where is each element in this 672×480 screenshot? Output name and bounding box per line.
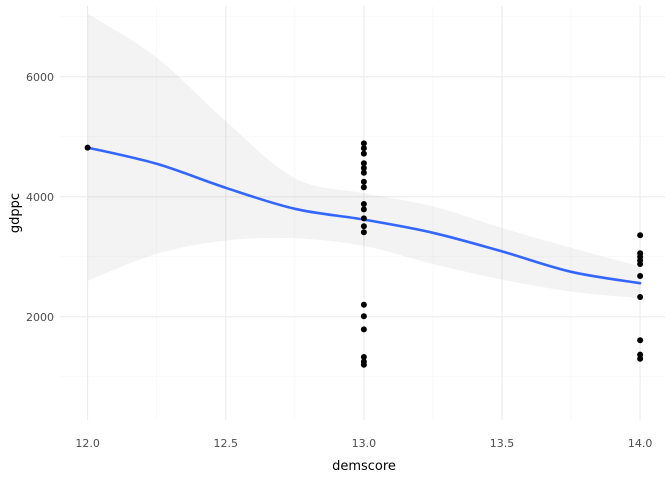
data-point [360, 201, 367, 207]
x-tick-label: 12.0 [75, 437, 100, 450]
data-point [637, 355, 644, 362]
data-point [637, 273, 644, 279]
data-point [84, 144, 91, 151]
data-point [360, 169, 367, 176]
y-axis-title: gdppc [8, 193, 23, 233]
data-point [637, 261, 644, 267]
data-point [360, 354, 367, 360]
data-point [360, 206, 367, 213]
data-point [360, 215, 367, 222]
data-point [360, 223, 367, 230]
data-point [360, 313, 367, 320]
data-point [360, 229, 367, 236]
data-point [637, 351, 644, 358]
data-points [84, 140, 644, 368]
data-point [637, 294, 644, 300]
y-axis-tick-labels: 2000 4000 6000 [26, 71, 54, 324]
data-point [360, 165, 367, 171]
x-tick-label: 14.0 [628, 437, 653, 450]
x-tick-label: 13.5 [490, 437, 515, 450]
data-point [360, 184, 367, 191]
y-tick-label: 4000 [26, 191, 54, 204]
x-axis-title: demscore [332, 459, 396, 474]
data-point [360, 326, 367, 333]
y-tick-label: 2000 [26, 311, 54, 324]
x-axis-tick-labels: 12.0 12.5 13.0 13.5 14.0 [75, 437, 652, 450]
x-tick-label: 12.5 [214, 437, 239, 450]
confidence-ribbon [87, 13, 641, 299]
data-point [360, 301, 367, 308]
data-point [360, 145, 367, 152]
x-tick-label: 13.0 [352, 437, 377, 450]
minor-gridlines [60, 6, 665, 420]
data-point [637, 337, 644, 344]
data-point [360, 160, 367, 167]
data-point [637, 232, 644, 239]
data-point [360, 361, 367, 368]
y-tick-label: 6000 [26, 71, 54, 84]
data-point [360, 178, 367, 185]
data-point [360, 150, 367, 157]
data-point [360, 140, 367, 147]
